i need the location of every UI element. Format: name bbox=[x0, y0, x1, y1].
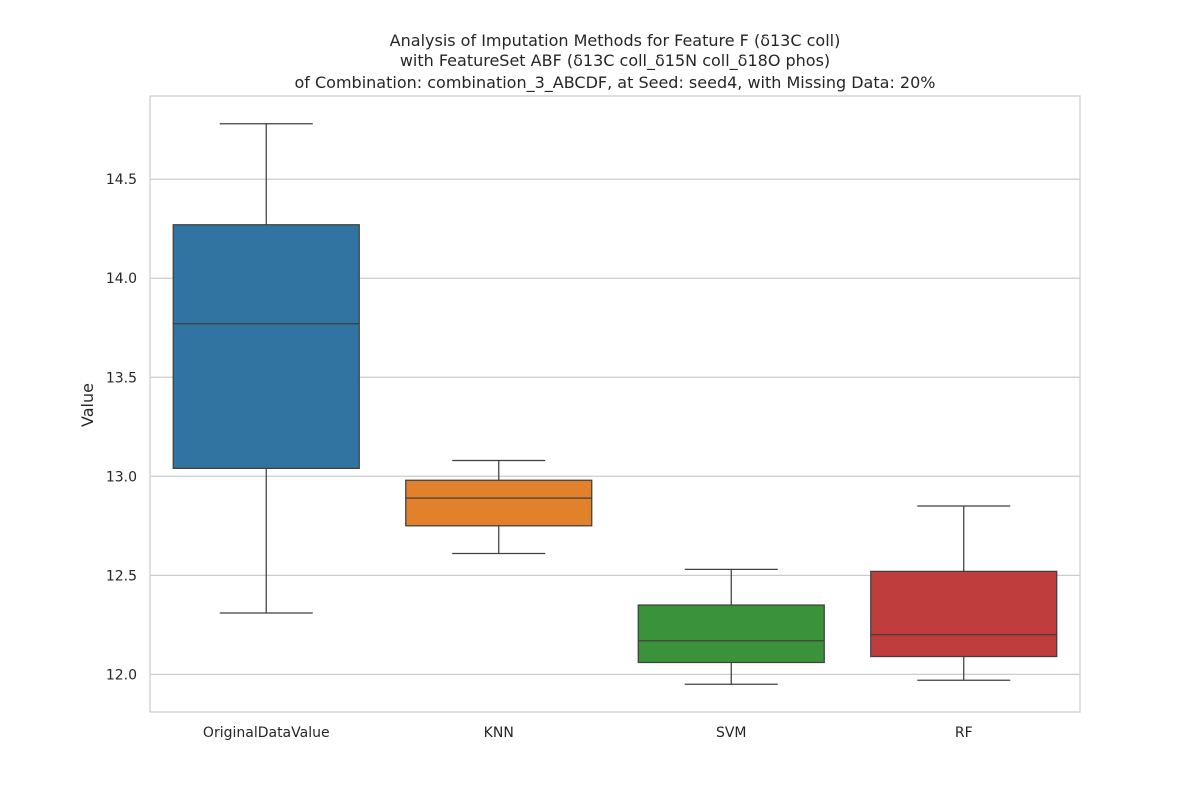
y-tick-label: 14.5 bbox=[106, 172, 137, 188]
iqr-box bbox=[405, 479, 593, 527]
box-group-2 bbox=[637, 568, 825, 685]
box-group-3 bbox=[870, 505, 1058, 681]
plot-frame bbox=[149, 95, 1081, 713]
y-tick-label: 12.0 bbox=[106, 667, 137, 683]
iqr-box bbox=[172, 224, 360, 469]
x-tick-labels: OriginalDataValue KNN SVM RF bbox=[203, 725, 973, 741]
y-axis-label: Value bbox=[78, 383, 97, 427]
y-tick-label: 14.0 bbox=[106, 271, 137, 287]
iqr-box bbox=[637, 604, 825, 664]
y-tick-label: 13.5 bbox=[106, 370, 137, 386]
x-tick-label: OriginalDataValue bbox=[203, 725, 330, 741]
chart-title-line-3: of Combination: combination_3_ABCDF, at … bbox=[295, 73, 936, 93]
chart-title-line-1: Analysis of Imputation Methods for Featu… bbox=[390, 31, 841, 50]
y-tick-labels: 12.0 12.5 13.0 13.5 14.0 14.5 bbox=[106, 172, 137, 683]
x-tick-label: RF bbox=[955, 725, 973, 741]
iqr-box bbox=[870, 570, 1058, 658]
y-tick-label: 12.5 bbox=[106, 568, 137, 584]
x-tick-label: SVM bbox=[716, 725, 747, 741]
y-tick-label: 13.0 bbox=[106, 469, 137, 485]
box-group-1 bbox=[405, 459, 593, 555]
chart-title-line-2: with FeatureSet ABF (δ13C coll_δ15N coll… bbox=[400, 51, 830, 71]
box-group-0 bbox=[172, 123, 360, 614]
box-series bbox=[172, 123, 1058, 685]
x-tick-label: KNN bbox=[484, 725, 514, 741]
